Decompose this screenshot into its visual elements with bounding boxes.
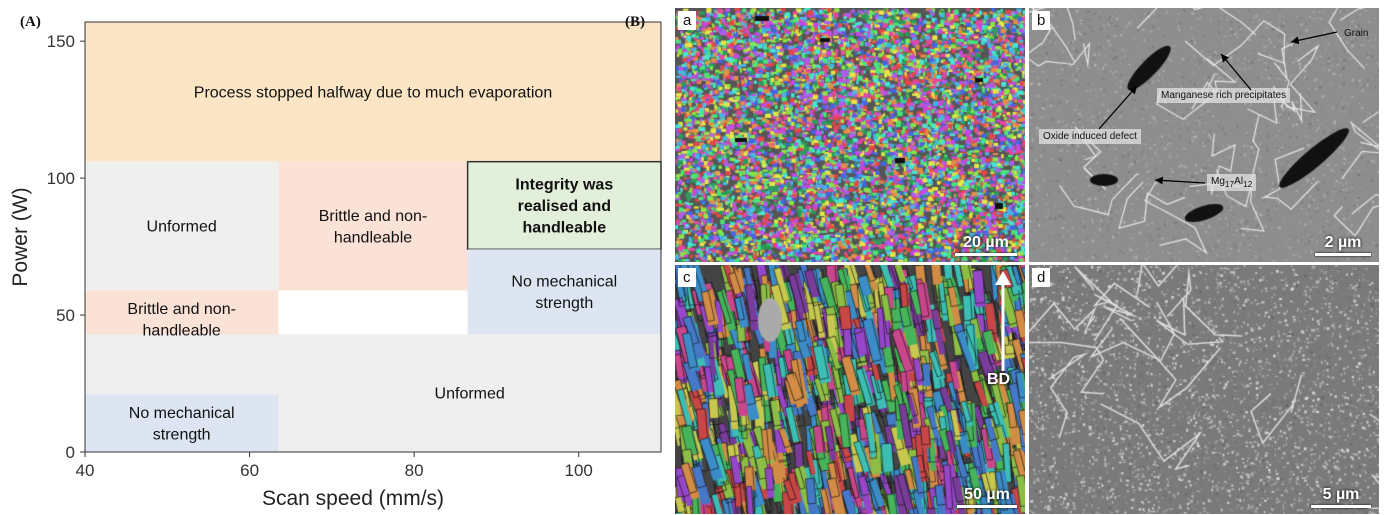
x-axis-label: Scan speed (mm/s)	[262, 487, 444, 510]
region-2	[278, 161, 468, 291]
scale-bar-a-text: 20 µm	[963, 234, 1009, 251]
annotation-al-subscript: 12	[1243, 179, 1253, 189]
annotation-mg-text: Mg	[1211, 176, 1225, 187]
micrograph-d: d 5 µm	[1029, 265, 1379, 514]
region-label-0: Process stopped halfway due to much evap…	[194, 84, 552, 101]
micrograph-d-label: d	[1032, 268, 1051, 287]
annotation-al-text: Al	[1234, 176, 1244, 187]
scale-bar-d-text: 5 µm	[1322, 486, 1360, 503]
annotation-mg17al12: Mg17Al12	[1207, 174, 1257, 191]
panel-label-a: (A)	[20, 14, 41, 30]
scale-bar-c-text: 50 µm	[964, 486, 1010, 503]
micrograph-b-label: b	[1032, 11, 1051, 30]
ebsd-map-fine	[675, 8, 1025, 262]
x-tick-label: 80	[405, 461, 424, 480]
y-tick-label: 150	[47, 32, 75, 51]
plot-frame	[84, 21, 662, 453]
ebsd-map-columnar	[675, 265, 1025, 514]
scale-bar-c: 50 µm	[957, 486, 1017, 508]
panel-label-b: (B)	[625, 14, 645, 30]
region-label-7: No mechanical strength	[129, 405, 235, 444]
region-4	[467, 249, 661, 335]
annotation-grain: Grain	[1344, 28, 1369, 39]
micrograph-c-label: c	[678, 268, 696, 287]
annotation-oxide: Oxide induced defect	[1039, 129, 1141, 144]
scale-bar-d: 5 µm	[1311, 486, 1371, 508]
x-tick-label: 40	[76, 461, 95, 480]
micrograph-b: b Grain Manganese rich precipitates Oxid…	[1029, 8, 1379, 262]
annotation-mg-subscript: 17	[1224, 179, 1235, 189]
scale-bar-b: 2 µm	[1315, 234, 1371, 256]
annotation-arrows	[1098, 31, 1338, 185]
annotation-manganese: Manganese rich precipitates	[1157, 88, 1291, 103]
build-direction-arrow	[995, 271, 1011, 371]
micrograph-a: a 20 µm	[675, 8, 1025, 262]
process-map-chart: Process stopped halfway due to much evap…	[9, 21, 662, 510]
region-label-2: Brittle and non-handleable	[319, 208, 428, 247]
x-tick-label: 100	[565, 461, 593, 480]
x-tick-label: 60	[240, 461, 259, 480]
y-axis-label: Power (W)	[9, 187, 32, 286]
region-label-1: Unformed	[147, 219, 217, 236]
region-label-6: Unformed	[435, 386, 505, 403]
micrograph-c: c BD 50 µm	[675, 265, 1025, 514]
region-label-5: Brittle and non-handleable	[127, 301, 236, 340]
sem-image-d	[1029, 265, 1379, 514]
micrograph-a-label: a	[678, 11, 697, 30]
y-tick-label: 0	[66, 443, 75, 462]
scale-bar-b-text: 2 µm	[1324, 234, 1362, 251]
region-1	[85, 161, 279, 291]
region-7	[85, 394, 279, 452]
region-0	[85, 22, 661, 162]
region-label-3: Integrity was realised and handleable	[515, 177, 613, 237]
y-tick-label: 100	[47, 169, 75, 188]
scale-bar-a: 20 µm	[955, 234, 1017, 256]
y-tick-label: 50	[56, 306, 75, 325]
region-label-4: No mechanical strength	[511, 274, 617, 313]
build-direction-label: BD	[987, 371, 1011, 388]
